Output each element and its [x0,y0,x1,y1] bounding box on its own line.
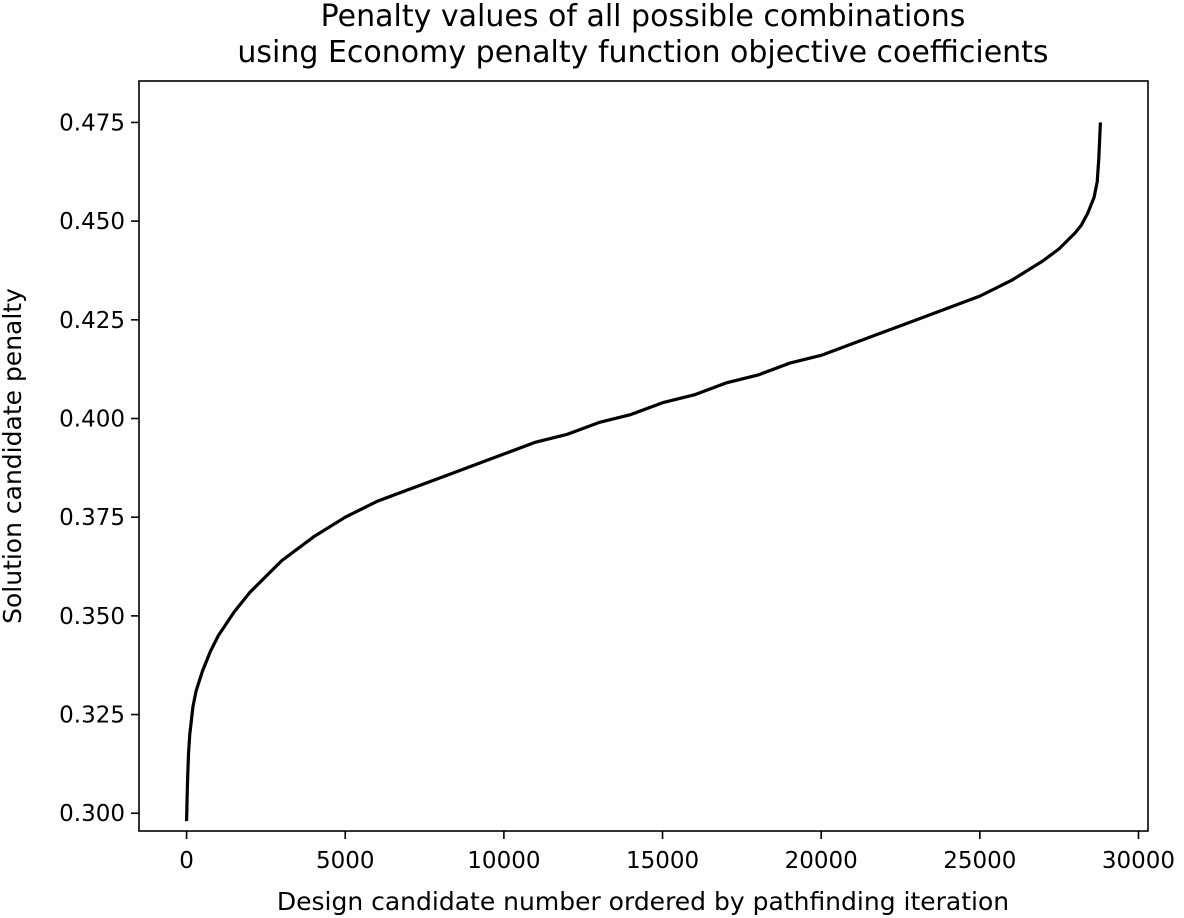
y-axis-label: Solution candidate penalty [0,288,27,624]
chart-title-line-1: Penalty values of all possible combinati… [321,0,966,34]
x-axis-ticks: 0 5000 10000 15000 20000 25000 30000 [179,831,1175,874]
y-tick-label: 0.400 [59,407,125,433]
y-tick-label: 0.475 [59,110,125,136]
y-tick-label: 0.300 [59,801,125,827]
x-tick-label: 15000 [626,848,699,874]
x-tick-label: 0 [179,848,194,874]
x-axis-label: Design candidate number ordered by pathf… [277,887,1009,916]
x-tick-label: 20000 [785,848,858,874]
penalty-series-line [184,122,1103,822]
x-tick-label: 5000 [316,848,375,874]
plot-area-frame [138,80,1149,832]
x-tick-label: 25000 [943,848,1016,874]
y-tick-label: 0.325 [59,703,125,729]
chart-title-line-2: using Economy penalty function objective… [237,35,1048,70]
x-tick-label: 30000 [1102,848,1175,874]
y-tick-label: 0.450 [59,209,125,235]
y-tick-label: 0.350 [59,604,125,630]
y-tick-label: 0.425 [59,308,125,334]
x-tick-label: 10000 [467,848,540,874]
y-axis-ticks: 0.300 0.325 0.350 0.375 0.400 0.425 0.450 0.475 [59,110,139,827]
y-tick-label: 0.375 [59,505,125,531]
